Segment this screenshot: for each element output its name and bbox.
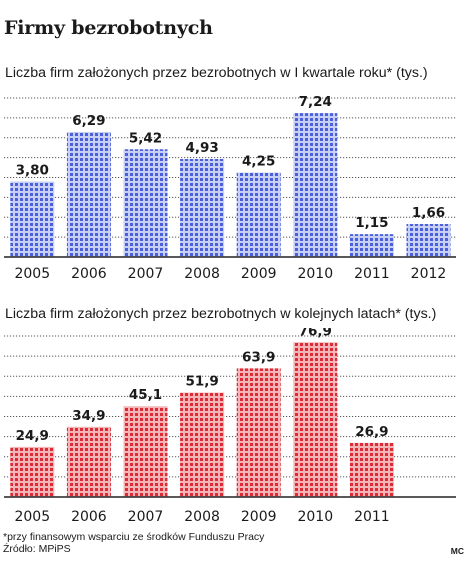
chart2-bar-2005: [10, 446, 55, 497]
chart2-bar-2009: [236, 368, 281, 497]
chart1-value-label: 7,24: [299, 94, 332, 110]
chart2-tick-label: 2005: [14, 509, 50, 525]
chart1-tick-label: 2011: [354, 266, 390, 282]
chart1-value-label: 4,25: [242, 154, 275, 170]
chart1-value-label: 6,29: [72, 113, 105, 129]
chart2-tick-label: 2011: [354, 509, 390, 525]
footnote-block: *przy finansowym wsparciu ze środków Fun…: [3, 531, 264, 555]
chart2-bar-2010: [293, 342, 338, 497]
source-text: Źródło: MPiPS: [3, 543, 71, 555]
chart1-value-label: 1,66: [412, 205, 445, 221]
chart1-value-label: 3,80: [16, 162, 49, 178]
chart1-tick-label: 2006: [71, 266, 107, 282]
chart2-subtitle: Liczba firm założonych przez bezrobotnyc…: [5, 306, 437, 322]
chart1-bar-2010: [293, 113, 338, 257]
chart-title: Firmy bezrobotnych: [4, 17, 213, 39]
chart2-value-label: 45,1: [129, 387, 162, 403]
chart2-bar-2008: [180, 392, 225, 497]
chart2-value-label: 26,9: [355, 424, 388, 440]
chart1-bar-2008: [180, 159, 225, 257]
chart1-bar-2007: [123, 149, 168, 257]
chart1-tick-label: 2008: [184, 266, 220, 282]
chart1-value-label: 1,15: [355, 215, 388, 231]
chart2-tick-label: 2006: [71, 509, 107, 525]
chart1-bar-2011: [349, 234, 394, 257]
chart1-value-label: 4,93: [185, 140, 218, 156]
chart2-tick-label: 2008: [184, 509, 220, 525]
author-mark: MC: [450, 546, 464, 556]
chart2-bar-2006: [66, 426, 111, 497]
chart1-plot: 3,80 2005 6,29 2006 5,42 2007 4,93 2008 4,25 2009…: [4, 94, 456, 282]
chart1-bar-2006: [66, 131, 111, 257]
chart2-tick-label: 2009: [241, 509, 277, 525]
chart2-value-label: 34,9: [72, 408, 105, 424]
chart2-value-label: 76,9: [299, 328, 332, 339]
chart1-bar-2005: [10, 181, 55, 257]
chart1-tick-label: 2009: [241, 266, 277, 282]
chart1-tick-label: 2005: [14, 266, 50, 282]
chart2-bar-2007: [123, 406, 168, 497]
chart2-plot: 24,9 2005 34,9 2006 45,1 2007 51,9 2008 63,9 2009…: [4, 328, 456, 525]
chart2-value-label: 63,9: [242, 349, 275, 365]
chart1-tick-label: 2012: [411, 266, 447, 282]
chart1-value-label: 5,42: [129, 130, 162, 146]
chart2-value-label: 51,9: [185, 374, 218, 390]
chart1-tick-label: 2010: [297, 266, 333, 282]
chart2-bar-2011: [349, 442, 394, 497]
footnote-text: *przy finansowym wsparciu ze środków Fun…: [3, 531, 265, 543]
chart1-bar-2009: [236, 172, 281, 257]
chart2-value-label: 24,9: [16, 428, 49, 444]
chart1-tick-label: 2007: [128, 266, 164, 282]
chart2-tick-label: 2007: [128, 509, 164, 525]
chart1-bar-2012: [406, 224, 451, 257]
chart2-tick-label: 2010: [297, 509, 333, 525]
chart1-subtitle: Liczba firm założonych przez bezrobotnyc…: [5, 65, 428, 81]
